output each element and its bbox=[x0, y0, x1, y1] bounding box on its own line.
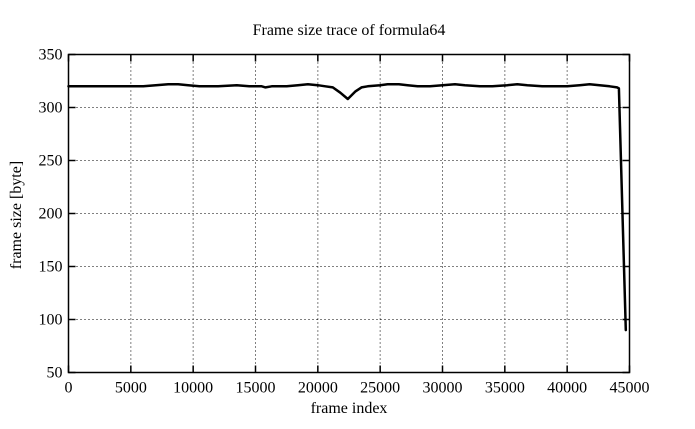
y-tick-label: 50 bbox=[47, 365, 63, 382]
x-tick-label: 35000 bbox=[485, 380, 525, 397]
x-tick-label: 15000 bbox=[236, 380, 276, 397]
chart-title: Frame size trace of formula64 bbox=[252, 22, 446, 39]
x-tick-label: 20000 bbox=[298, 380, 338, 397]
y-tick-label: 100 bbox=[39, 312, 63, 329]
x-tick-label: 25000 bbox=[360, 380, 400, 397]
y-tick-label: 350 bbox=[39, 47, 63, 64]
x-tick-label: 40000 bbox=[547, 380, 587, 397]
y-tick-label: 250 bbox=[39, 153, 63, 170]
x-axis-label: frame index bbox=[310, 400, 388, 417]
y-tick-label: 150 bbox=[39, 259, 63, 276]
y-tick-label: 200 bbox=[39, 206, 63, 223]
x-tick-label: 45000 bbox=[610, 380, 650, 397]
x-tick-label: 30000 bbox=[423, 380, 463, 397]
x-tick-label: 5000 bbox=[115, 380, 147, 397]
x-tick-label: 10000 bbox=[173, 380, 213, 397]
plot-border bbox=[67, 53, 631, 374]
x-tick-label: 0 bbox=[65, 380, 73, 397]
data-line bbox=[67, 82, 628, 332]
y-tick-label: 300 bbox=[39, 100, 63, 117]
